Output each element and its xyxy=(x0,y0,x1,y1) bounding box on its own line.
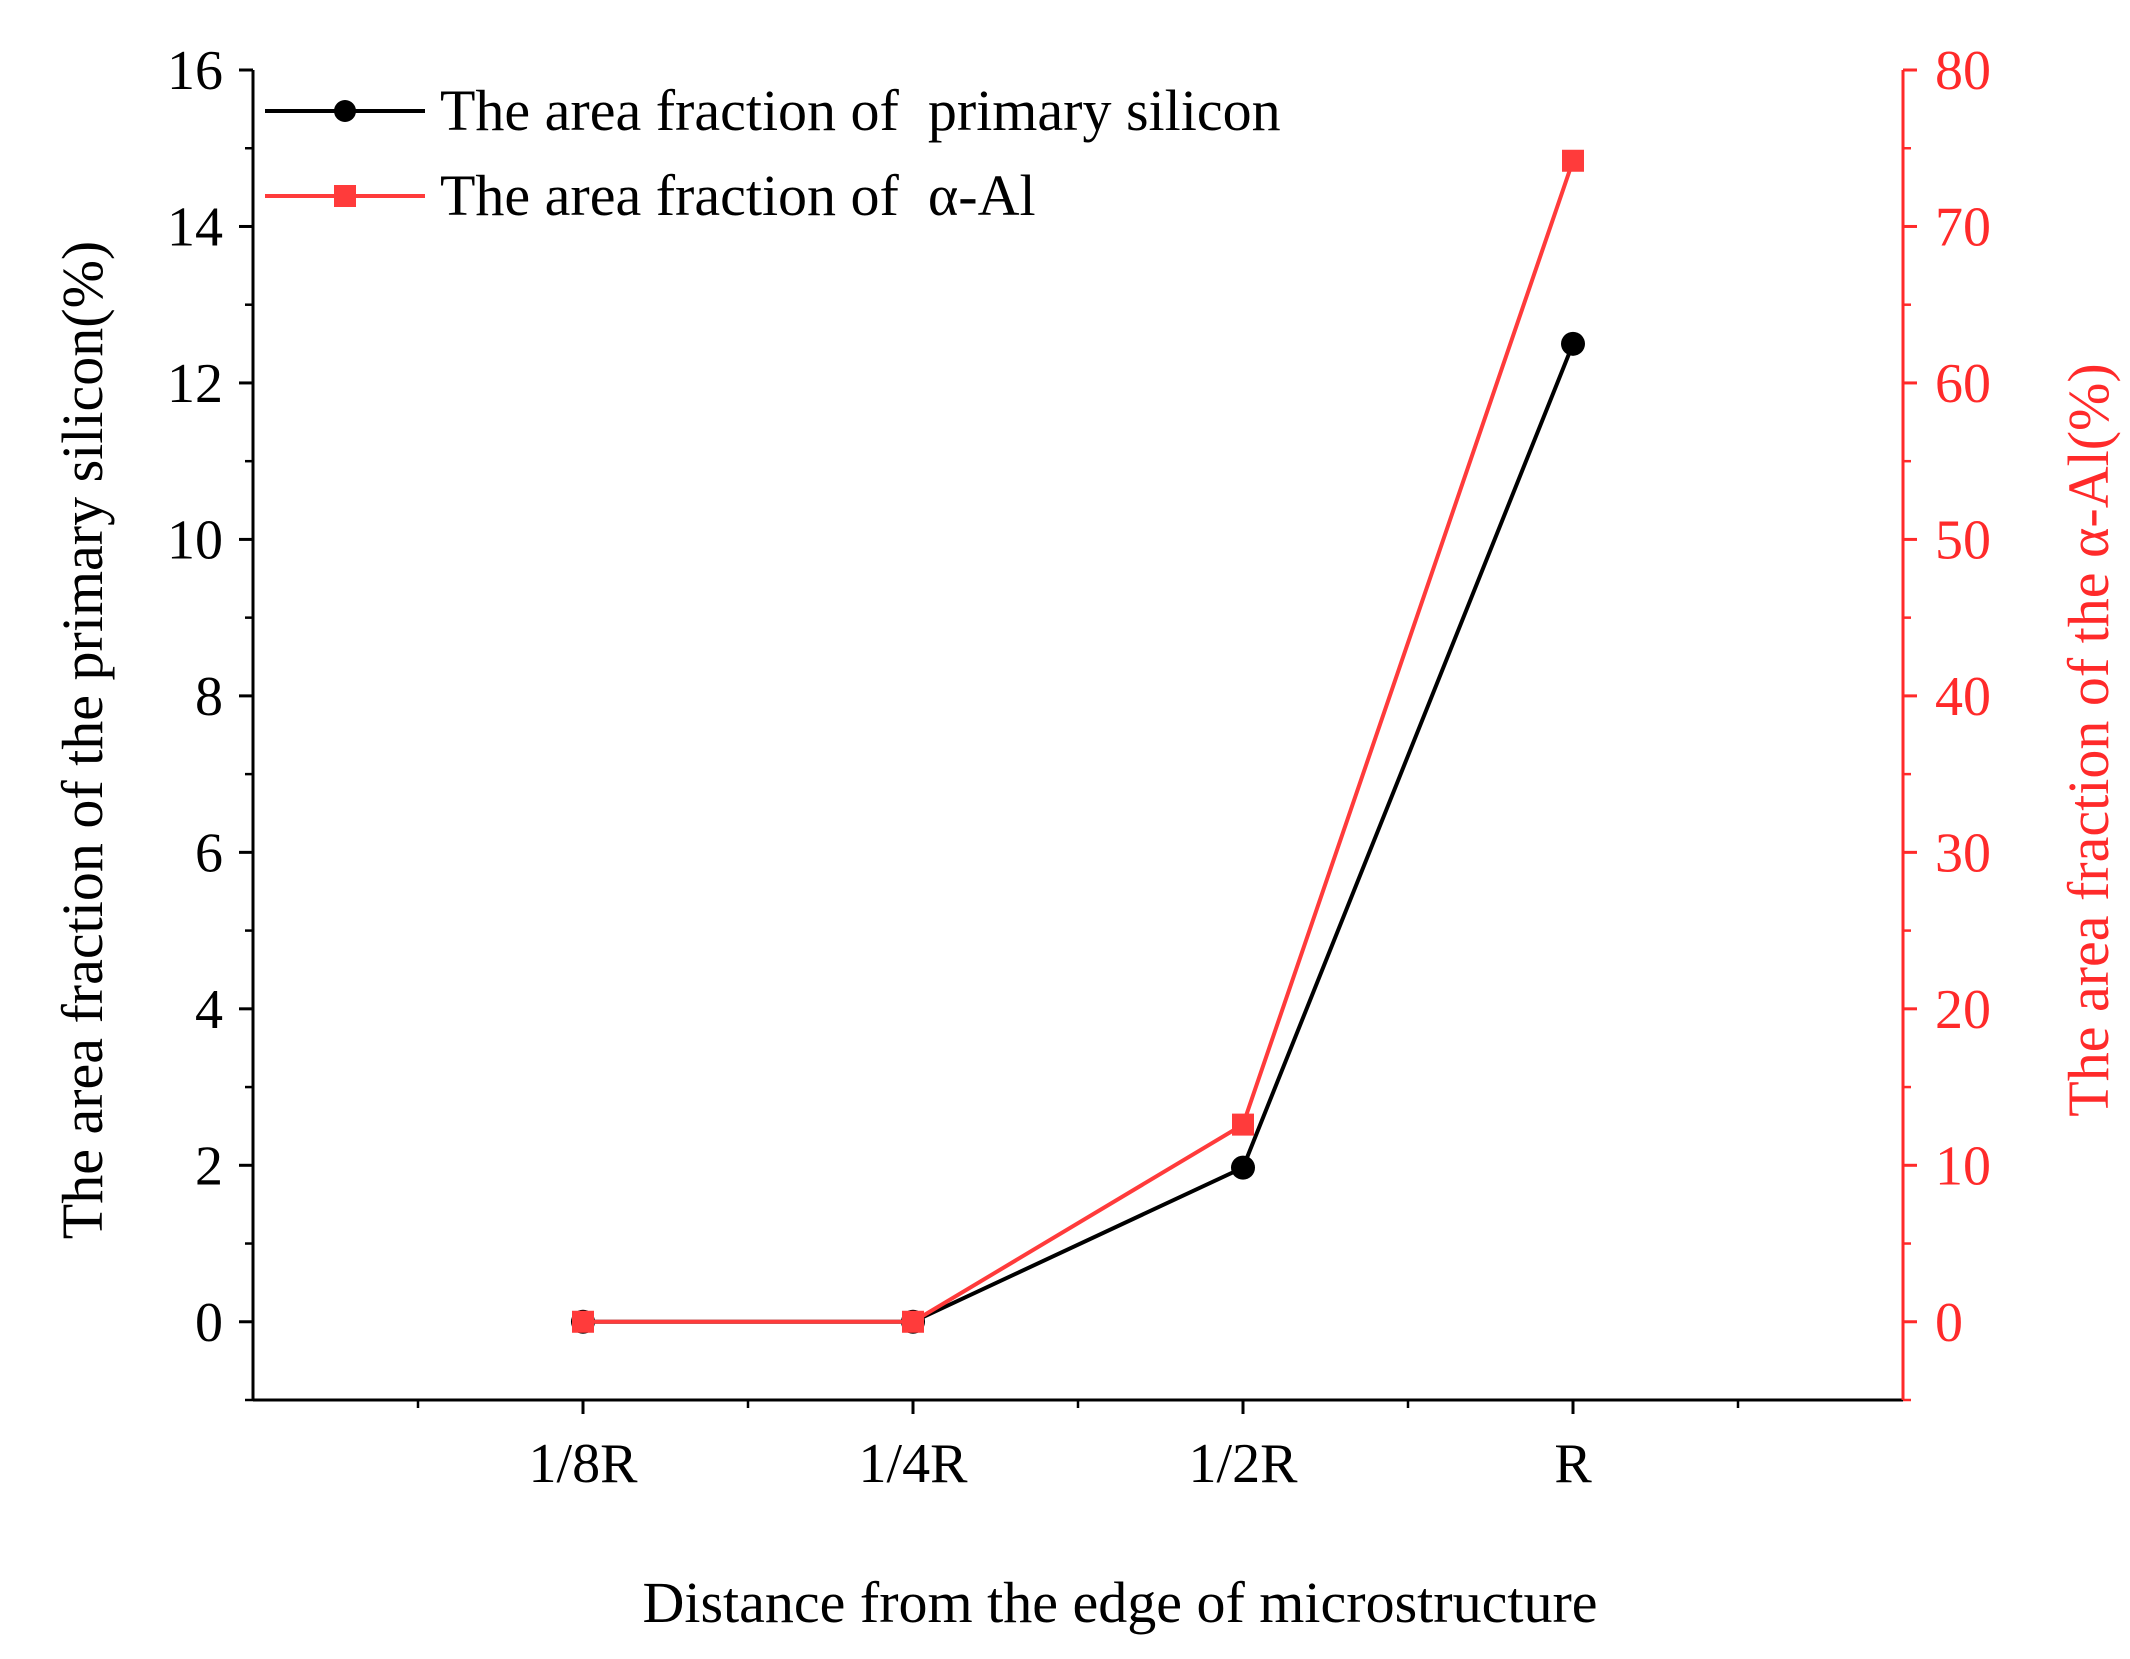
x-tick-label: 1/8R xyxy=(529,1433,639,1495)
series-line-alpha-al xyxy=(583,160,1575,1324)
data-point-silicon xyxy=(1231,1155,1255,1180)
data-point-alpha-al xyxy=(1562,149,1584,172)
right-tick-label: 10 xyxy=(1935,1135,1991,1197)
left-tick-label: 12 xyxy=(167,353,223,415)
right-y-axis-title: The area fraction of the α-Al(%) xyxy=(2056,363,2121,1116)
data-point-silicon xyxy=(1561,331,1585,356)
right-tick-label: 50 xyxy=(1935,509,1991,571)
x-axis-title: Distance from the edge of microstructure xyxy=(642,1570,1597,1635)
series-layer xyxy=(571,149,1585,1334)
legend-marker-silicon xyxy=(334,100,356,122)
data-point-alpha-al xyxy=(902,1310,924,1333)
legend: The area fraction of primary silicon The… xyxy=(265,78,1281,228)
right-tick-label: 70 xyxy=(1935,196,1991,258)
x-tick-label: R xyxy=(1554,1433,1592,1495)
left-y-axis-title: The area fraction of the primary silicon… xyxy=(50,241,115,1239)
legend-label-silicon: The area fraction of primary silicon xyxy=(440,78,1281,143)
right-tick-label: 60 xyxy=(1935,353,1991,415)
data-point-alpha-al xyxy=(1232,1113,1254,1136)
series-line-silicon xyxy=(583,343,1575,1324)
left-tick-label: 10 xyxy=(167,509,223,571)
x-tick-label: 1/2R xyxy=(1189,1433,1299,1495)
x-tick-label: 1/4R xyxy=(859,1433,969,1495)
left-tick-label: 4 xyxy=(195,979,223,1041)
left-tick-label: 2 xyxy=(195,1135,223,1197)
right-tick-label: 80 xyxy=(1935,40,1991,102)
left-tick-label: 6 xyxy=(195,822,223,884)
right-tick-label: 30 xyxy=(1935,822,1991,884)
left-tick-label: 16 xyxy=(167,40,223,102)
right-tick-label: 40 xyxy=(1935,666,1991,728)
left-tick-label: 0 xyxy=(195,1292,223,1354)
right-tick-label: 20 xyxy=(1935,979,1991,1041)
legend-label-alpha-al: The area fraction of α-Al xyxy=(440,163,1036,228)
left-tick-label: 8 xyxy=(195,666,223,728)
data-point-alpha-al xyxy=(572,1310,594,1333)
axes: 0 2 4 6 8 10 12 14 16 0 10 20 30 40 50 60 70 80 1/8R 1/4R 1/… xyxy=(167,40,1991,1495)
right-tick-label: 0 xyxy=(1935,1292,1963,1354)
legend-marker-alpha-al xyxy=(334,185,356,207)
left-tick-label: 14 xyxy=(167,196,223,258)
